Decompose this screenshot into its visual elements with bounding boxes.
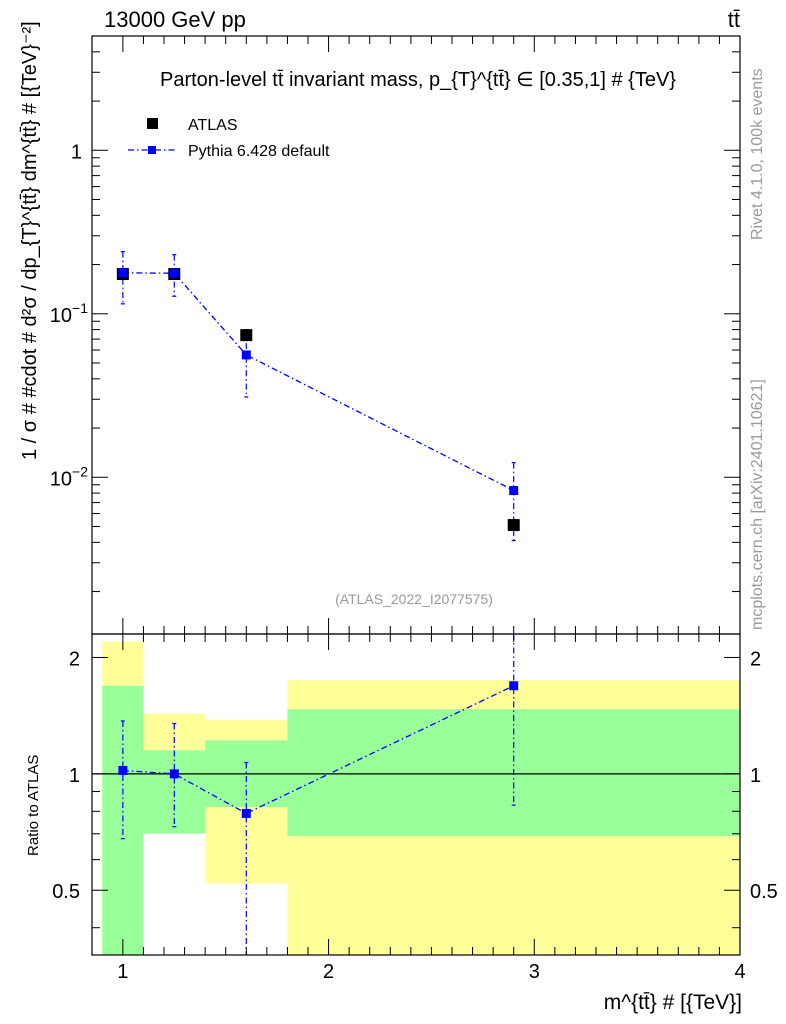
main-ytick-label: 10−1: [50, 300, 88, 327]
ratio-point: [118, 766, 128, 776]
pythia-point: [118, 268, 128, 278]
pythia-point: [509, 486, 519, 496]
plot-title: Parton-level tt̄ invariant mass, p_{T}^{…: [160, 69, 676, 91]
legend-atlas-label: ATLAS: [188, 117, 238, 134]
main-ylabel: 1 / σ # #cdot # d²σ / dp_{T}^{tt̄} dm^{t…: [19, 21, 41, 460]
ratio-point: [169, 769, 179, 779]
process-label: tt̄: [728, 7, 740, 32]
xtick-label: 3: [529, 961, 540, 983]
ratio-ytick-label-left: 0.5: [52, 881, 80, 903]
main-panel: 10−2 10−1 1 Parton-level tt̄ invariant mas…: [19, 21, 741, 635]
atlas-point: [240, 329, 253, 342]
main-ytick-label: 1: [71, 141, 82, 163]
xlabel: m^{tt̄} # [{TeV}]: [604, 991, 742, 1014]
ratio-ytick-label-left: 1: [69, 765, 80, 787]
ratio-ylabel: Ratio to ATLAS: [25, 755, 42, 856]
legend-pythia-marker: [148, 146, 156, 154]
ratio-ticks: 0.5 0.5 1 1 2 2 1 2 3 4: [52, 634, 778, 983]
xtick-label: 2: [323, 961, 334, 983]
ratio-band-gap: [143, 833, 206, 955]
ratio-panel: 0.5 0.5 1 1 2 2 1 2 3 4 Ratio to ATLAS m^{tt̄} # …: [25, 633, 778, 1014]
ratio-point: [509, 681, 519, 691]
atlas-point: [507, 519, 520, 532]
pythia-point: [169, 268, 179, 278]
ratio-marks: [92, 634, 740, 955]
legend: ATLAS Pythia 6.428 default: [128, 117, 330, 160]
rivet-label: Rivet 4.1.0, 100k events: [749, 68, 766, 240]
ratio-ytick-label-right: 0.5: [750, 881, 778, 903]
energy-label: 13000 GeV pp: [104, 7, 246, 32]
pythia-line: [122, 272, 515, 492]
legend-atlas-marker: [147, 118, 158, 129]
ratio-ytick-label-left: 2: [69, 648, 80, 670]
xtick-label: 4: [734, 961, 745, 983]
ratio-ytick-label-right: 1: [750, 765, 761, 787]
ratio-ytick-label-right: 2: [750, 648, 761, 670]
legend-pythia-label: Pythia 6.428 default: [188, 143, 330, 160]
pythia-point: [241, 350, 251, 360]
ratio-frame: [91, 633, 741, 956]
main-marks: [116, 251, 520, 542]
ratio-point: [241, 808, 251, 818]
xtick-label: 1: [117, 961, 128, 983]
main-ytick-label: 10−2: [50, 463, 88, 490]
ratio-bands: [102, 641, 740, 955]
analysis-label: (ATLAS_2022_I2077575): [335, 591, 493, 607]
mcplots-label: mcplots.cern.ch [arXiv:2401.10621]: [749, 379, 766, 630]
